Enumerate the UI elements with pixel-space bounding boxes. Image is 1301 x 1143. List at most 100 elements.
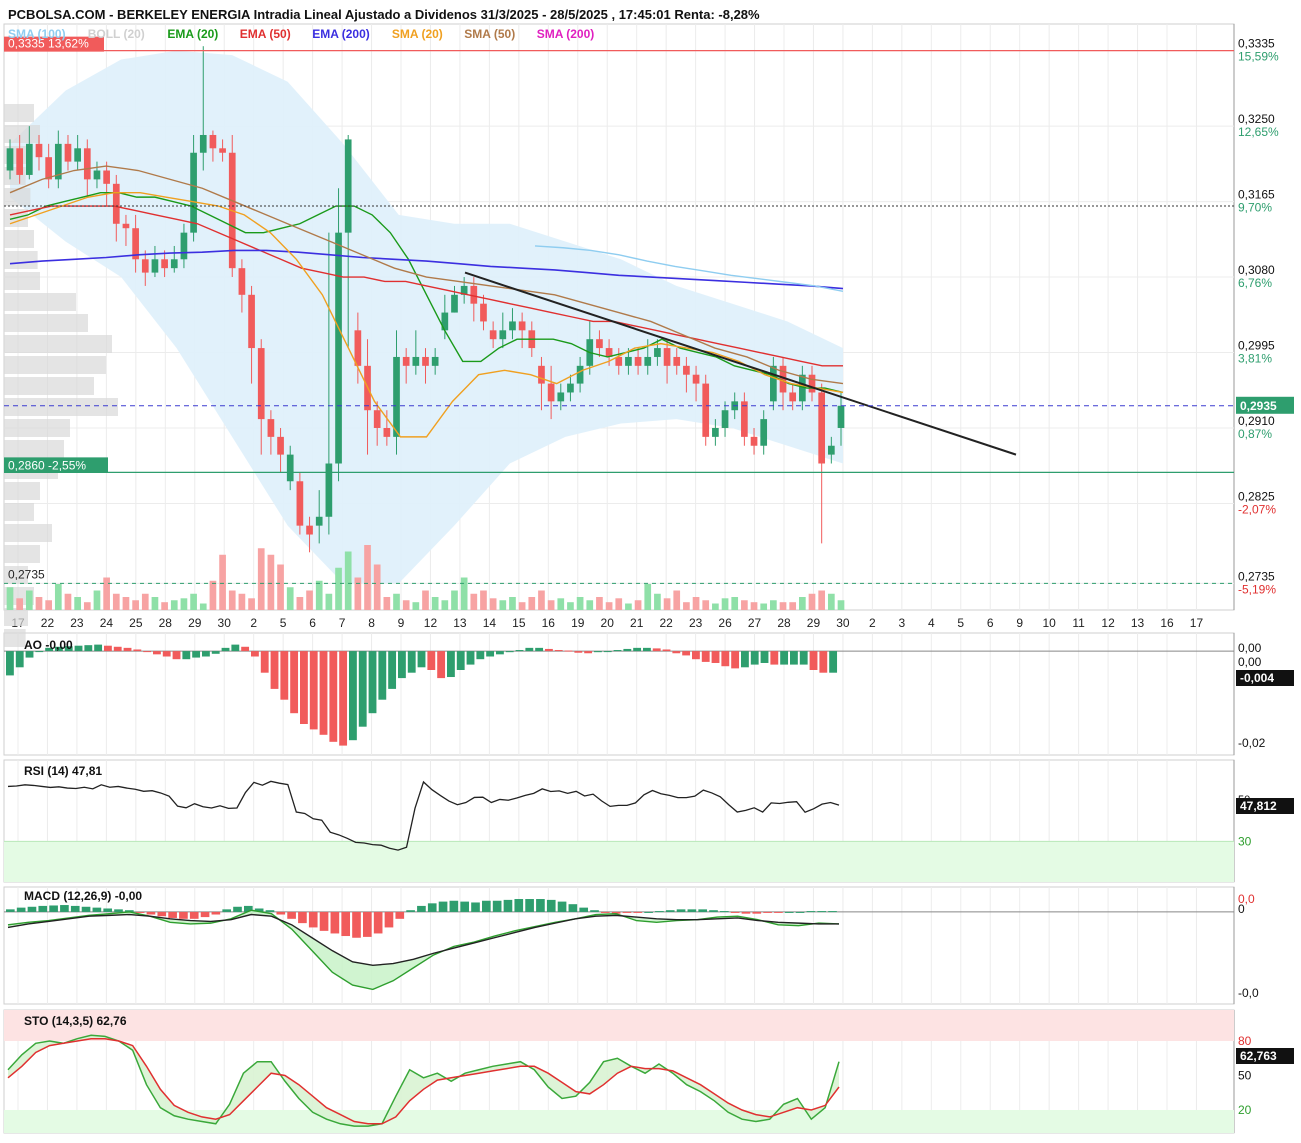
volume-profile-bar — [4, 377, 94, 395]
volume-bar — [827, 593, 835, 610]
volume-profile-bar — [4, 398, 118, 416]
ao-tick: 0,00 — [1238, 641, 1262, 655]
ao-bar — [652, 648, 661, 652]
ao-tick: 0,00 — [1238, 655, 1262, 669]
macd-hist-bar — [611, 911, 621, 914]
ao-bar — [545, 648, 553, 652]
volume-bar — [422, 590, 429, 610]
ao-bar — [427, 651, 436, 670]
ao-bar — [94, 644, 103, 652]
candle-body — [54, 143, 62, 180]
ao-bar — [153, 651, 161, 655]
candle-body — [760, 419, 768, 446]
volume-bar — [74, 597, 81, 610]
y-tick-pct: 12,65% — [1238, 125, 1279, 139]
ao-bar — [535, 647, 544, 652]
ao-bar — [104, 645, 112, 652]
volume-bar — [257, 548, 265, 610]
x-tick-label: 25 — [129, 616, 143, 630]
volume-bar — [132, 600, 139, 610]
volume-bar — [779, 602, 787, 610]
macd-hist-bar — [157, 911, 167, 917]
ao-bar — [270, 651, 279, 689]
x-tick-label: 7 — [339, 616, 346, 630]
ao-bar — [564, 650, 573, 652]
x-tick-label: 28 — [159, 616, 173, 630]
macd-hist-bar — [265, 910, 275, 912]
candle-body — [460, 285, 468, 295]
ao-bar — [35, 651, 44, 653]
candle-body — [286, 454, 294, 482]
volume-bar — [692, 597, 700, 610]
legend-item: SMA (100) — [8, 27, 66, 41]
candle-body — [248, 294, 255, 349]
candle-body — [373, 410, 381, 428]
x-tick-label: 27 — [748, 616, 762, 630]
ao-bar — [339, 651, 348, 746]
legend-item: SMA (50) — [464, 27, 515, 41]
volume-bar — [741, 600, 748, 610]
macd-hist-bar — [200, 911, 210, 918]
ao-bar — [603, 651, 612, 653]
x-tick-label: 8 — [368, 616, 375, 630]
volume-bar — [721, 598, 729, 610]
ao-bar — [731, 651, 740, 669]
ao-bar — [45, 647, 54, 652]
volume-bar — [151, 597, 159, 610]
macd-hist-bar — [601, 911, 610, 913]
y-tick-label: 0,3165 — [1238, 188, 1275, 202]
macd-hist-bar — [298, 911, 307, 924]
ao-bar — [819, 651, 828, 673]
macd-hist-bar — [525, 899, 534, 912]
legend-item: BOLL (20) — [88, 27, 145, 41]
candle-body — [750, 436, 758, 446]
volume-bar — [818, 590, 826, 610]
macd-hist-bar — [438, 901, 448, 912]
macd-hist-bar — [244, 905, 253, 912]
chart-title: PCBOLSA.COM - BERKELEY ENERGIA Intradia … — [8, 7, 760, 22]
macd-label: MACD (12,26,9) -0,00 — [24, 889, 142, 903]
volume-bar — [122, 597, 130, 610]
ao-bar — [211, 651, 220, 654]
ao-bar — [711, 651, 720, 663]
macd-tick: 0 — [1238, 902, 1245, 916]
macd-hist-bar — [655, 911, 664, 913]
macd-hist-bar — [179, 911, 188, 919]
x-tick-label: 10 — [1042, 616, 1056, 630]
ao-bar — [6, 651, 14, 676]
volume-bar — [103, 577, 110, 610]
volume-bar — [286, 587, 294, 610]
candle-body — [257, 348, 265, 420]
candle-body — [161, 259, 168, 269]
candle-body — [441, 312, 449, 331]
sto-d-line — [7, 1037, 840, 1125]
macd-hist-bar — [222, 909, 232, 912]
volume-bar — [25, 590, 33, 610]
volume-bar — [335, 567, 342, 610]
volume-bar — [180, 598, 188, 610]
ao-bar — [349, 651, 357, 741]
bollinger-band — [10, 50, 843, 584]
ao-bar — [760, 651, 769, 663]
ao-bar — [143, 651, 152, 653]
y-tick-label: 0,3250 — [1238, 112, 1275, 126]
ao-bar — [260, 651, 269, 673]
ao-bar — [398, 651, 406, 679]
candle-body — [615, 356, 623, 366]
volume-bar — [402, 600, 410, 610]
volume-bar — [509, 597, 516, 610]
macd-hist-bar — [70, 905, 80, 912]
candle-body — [325, 463, 333, 517]
macd-hist-bar — [287, 911, 296, 919]
ao-bar — [692, 651, 700, 660]
macd-hist-bar — [687, 909, 697, 912]
x-tick-label: 12 — [1101, 616, 1115, 630]
candle-body — [605, 348, 613, 357]
macd-hist-bar — [784, 911, 794, 913]
macd-hist-bar — [514, 899, 524, 912]
macd-hist-bar — [146, 911, 156, 915]
ma-line — [9, 191, 844, 394]
volume-bar — [557, 598, 565, 610]
candle-body — [692, 374, 700, 384]
